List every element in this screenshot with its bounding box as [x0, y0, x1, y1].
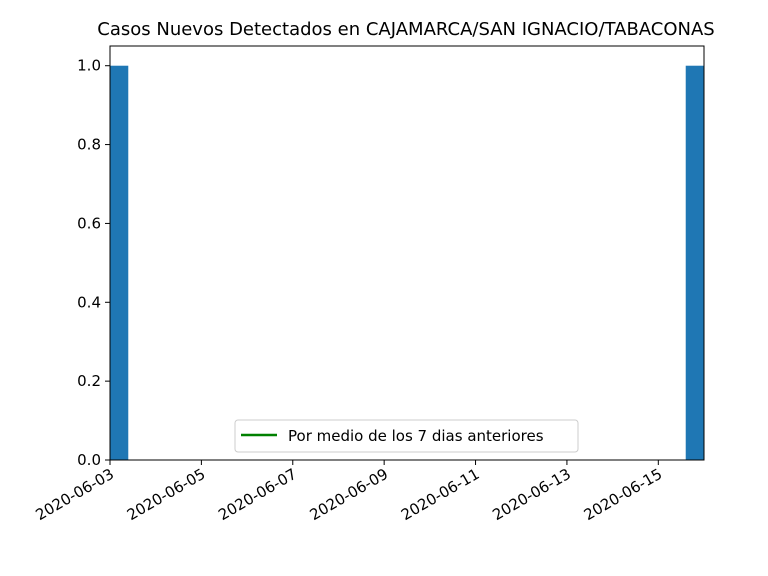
x-tick-label: 2020-06-09 [307, 465, 392, 524]
legend-box [234, 419, 579, 453]
bar-2020-06-03 [110, 65, 129, 460]
x-tick-label: 2020-06-13 [489, 465, 574, 524]
bars [110, 65, 704, 460]
y-tick-label: 0.0 [77, 451, 101, 469]
y-tick-label: 0.8 [77, 136, 101, 154]
x-tick-label: 2020-06-05 [124, 465, 209, 524]
x-axis: 2020-06-03 2020-06-05 2020-06-07 2020-06-09… [32, 460, 665, 524]
y-axis: 0.0 0.2 0.4 0.6 0.8 1.0 [77, 57, 110, 469]
y-tick-label: 0.2 [77, 372, 101, 390]
bar-2020-06-16 [685, 65, 704, 460]
plot-frame [109, 45, 705, 461]
x-tick-label: 2020-06-03 [32, 465, 117, 524]
y-tick-label: 0.6 [77, 214, 101, 232]
x-tick-label: 2020-06-15 [581, 465, 666, 524]
chart-title: Casos Nuevos Detectados en CAJAMARCA/SAN… [97, 19, 714, 40]
y-tick-label: 0.4 [77, 293, 101, 311]
x-tick-label: 2020-06-11 [398, 465, 483, 524]
legend: Por medio de los 7 dias anteriores [234, 419, 579, 453]
x-tick-label: 2020-06-07 [215, 465, 300, 524]
y-tick-label: 1.0 [77, 57, 101, 75]
legend-label: Por medio de los 7 dias anteriores [288, 427, 544, 445]
